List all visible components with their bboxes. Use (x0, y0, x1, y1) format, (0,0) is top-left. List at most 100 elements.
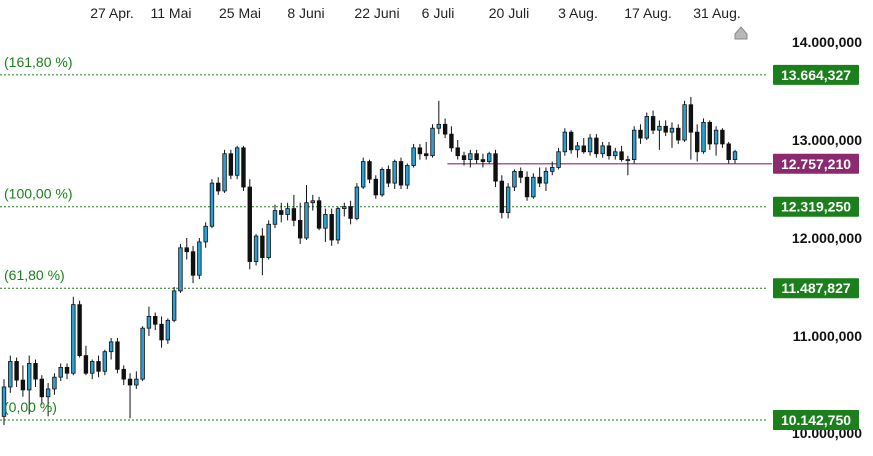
candle-body-down (33, 363, 38, 380)
candle (373, 175, 379, 199)
candle (304, 185, 309, 240)
candle-body-down (39, 378, 45, 398)
current-price-tag-label: 12.757,210 (781, 156, 851, 172)
candle-body-down (247, 186, 252, 262)
candle (543, 167, 549, 191)
x-tick-label: 8 Juni (287, 5, 324, 21)
candle (108, 337, 114, 360)
candle (663, 120, 668, 137)
candle (550, 161, 555, 176)
candle-body-down (279, 210, 284, 215)
candle-body-up (487, 153, 492, 162)
candle-body-down (216, 182, 221, 192)
candle-body-down (594, 137, 599, 155)
y-tick-label: 14.000,000 (792, 34, 862, 50)
candle (146, 306, 152, 336)
candle (455, 140, 460, 160)
candle (134, 371, 139, 389)
candle-body-up (468, 153, 473, 161)
candle (234, 145, 240, 180)
candle (694, 124, 700, 162)
candle-body-up (90, 361, 95, 374)
candle (39, 375, 45, 405)
candle (203, 222, 208, 248)
candle (342, 202, 347, 217)
candle (323, 208, 328, 242)
x-tick-label: 25 Mai (219, 5, 261, 21)
y-tick-label: 13.000,000 (792, 132, 862, 148)
candle (253, 234, 259, 266)
candle (140, 326, 145, 382)
candle-body-up (543, 170, 549, 184)
candle-body-up (556, 151, 561, 168)
candle-body-down (241, 147, 246, 188)
candle-body-up (140, 327, 145, 380)
candle (575, 141, 580, 158)
candle-body-down (291, 208, 297, 221)
candle-body-down (638, 129, 643, 139)
fib-price-tag (773, 278, 859, 299)
candle (178, 243, 183, 293)
candle-body-up (682, 104, 687, 141)
candle-body-up (732, 151, 738, 160)
candle-body-up (625, 159, 631, 162)
candle-body-up (27, 363, 32, 391)
candle (266, 220, 271, 260)
candle (190, 245, 196, 284)
candle (33, 359, 38, 387)
candle (297, 202, 303, 244)
candle (316, 196, 322, 231)
fib-price-tag-label: 12.319,250 (781, 199, 851, 215)
candle (644, 112, 649, 140)
x-tick-label: 17 Aug. (624, 5, 672, 21)
candle-body-down (537, 176, 542, 184)
candle (247, 179, 252, 270)
candle (379, 167, 385, 197)
candle-body-down (329, 214, 334, 241)
candle-body-up (71, 304, 76, 374)
candle (556, 147, 561, 170)
candle (291, 194, 297, 227)
candle-body-down (398, 161, 404, 186)
candle (8, 355, 13, 393)
x-tick-label: 3 Aug. (558, 5, 598, 21)
candle-body-down (115, 341, 120, 370)
fibonacci-lines (0, 74, 768, 421)
candle-body-down (474, 153, 479, 161)
candle-body-down (190, 251, 196, 276)
candle (505, 183, 511, 219)
candle-body-up (600, 145, 605, 155)
candle (600, 141, 605, 158)
candle-body-down (424, 153, 429, 157)
x-tick-label: 31 Aug. (693, 5, 741, 21)
candle-body-down (442, 123, 448, 135)
candle-body-up (379, 168, 385, 196)
candle (58, 363, 63, 382)
candle-body-up (222, 153, 227, 192)
candle-body-down (121, 368, 126, 380)
candle (96, 355, 101, 378)
candle-body-up (203, 225, 208, 243)
fib-level-label: (100,00 %) (4, 186, 72, 202)
candle (442, 118, 448, 139)
candle-body-up (430, 127, 435, 157)
candle-body-up (310, 200, 315, 204)
candle (90, 359, 95, 380)
candle-body-up (713, 129, 719, 145)
candle (537, 167, 542, 188)
candle-body-down (581, 145, 586, 153)
candle (688, 96, 694, 160)
candle-body-down (20, 379, 26, 391)
candle (127, 373, 133, 419)
candle (430, 124, 435, 158)
current-price-tag (773, 153, 859, 174)
candle-body-up (531, 176, 536, 198)
candle-body-up (45, 388, 51, 398)
candle (386, 165, 391, 188)
candle-body-down (77, 304, 82, 357)
y-tick-label: 11.000,000 (793, 328, 863, 344)
scroll-home-icon[interactable] (734, 26, 748, 40)
candle-body-down (606, 145, 612, 157)
candle-body-down (184, 247, 189, 253)
